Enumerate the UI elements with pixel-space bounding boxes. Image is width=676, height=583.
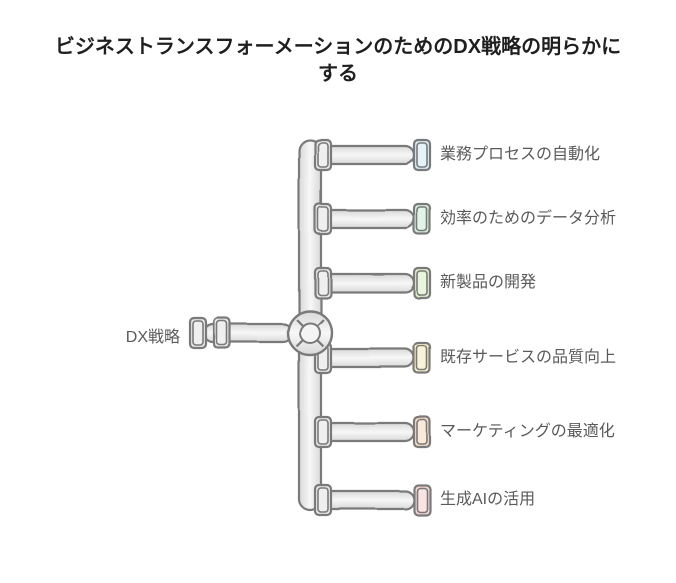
branch-joint-0 <box>315 140 331 170</box>
branch-joint-4 <box>315 417 331 447</box>
branch-pipe-3 <box>319 349 414 367</box>
branch-pipe-1 <box>319 210 414 228</box>
branch-cap-5 <box>414 485 430 515</box>
branch-pipe-0 <box>319 146 414 164</box>
input-cap-outer <box>190 318 206 348</box>
branch-label-5: 生成AIの活用 <box>440 489 640 511</box>
branch-cap-4 <box>414 417 430 447</box>
input-cap-inner <box>214 318 230 348</box>
branch-label-1: 効率のためのデータ分析 <box>440 208 640 230</box>
branch-pipe-2 <box>319 274 414 292</box>
branch-cap-1 <box>414 204 430 234</box>
hub-valve <box>288 311 332 355</box>
branch-label-0: 業務プロセスの自動化 <box>440 144 640 166</box>
branch-joint-5 <box>315 485 331 515</box>
input-label: DX戦略 <box>70 323 180 347</box>
branch-cap-0 <box>414 140 430 170</box>
branch-label-3: 既存サービスの品質向上 <box>440 347 640 369</box>
branch-cap-2 <box>414 268 430 298</box>
branch-label-4: マーケティングの最適化 <box>440 421 640 443</box>
branch-cap-3 <box>414 343 430 373</box>
branch-joint-1 <box>315 204 331 234</box>
branch-label-2: 新製品の開発 <box>440 272 640 294</box>
branch-pipe-5 <box>319 491 414 509</box>
branch-joint-2 <box>315 268 331 298</box>
branch-pipe-4 <box>319 423 414 441</box>
